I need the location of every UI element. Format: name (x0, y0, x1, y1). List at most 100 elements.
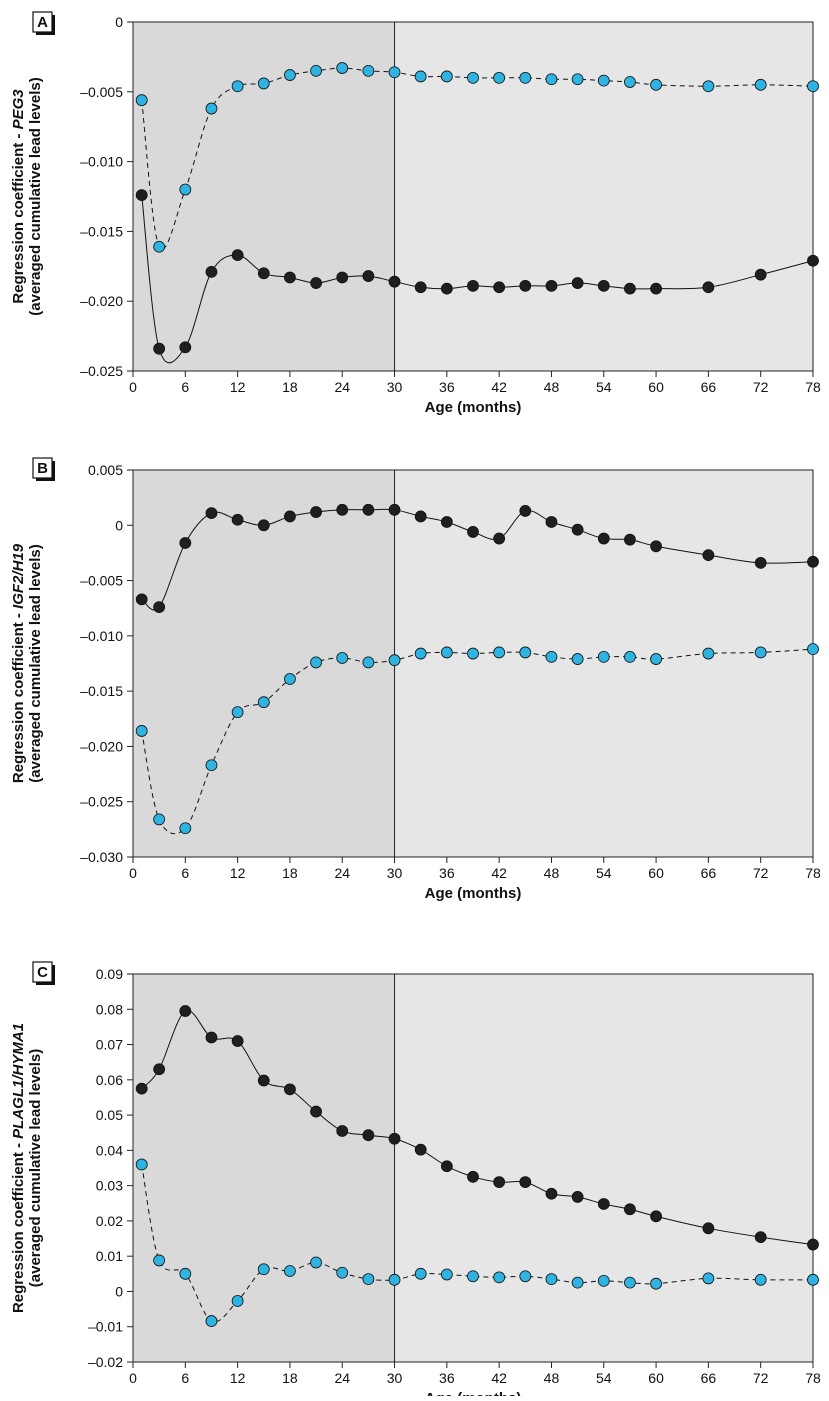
data-point-black (414, 1143, 427, 1156)
y-tick-label: –0.01 (88, 1319, 123, 1335)
y-tick-label: 0.08 (96, 1001, 123, 1017)
x-tick-label: 12 (230, 379, 246, 395)
data-point-black (467, 279, 479, 292)
x-axis-title: Age (months) (425, 885, 522, 902)
data-point-blue (205, 1315, 218, 1327)
data-point-black (362, 503, 375, 516)
data-point-black (754, 268, 767, 281)
data-point-blue (257, 1263, 270, 1276)
data-point-blue (153, 813, 166, 826)
data-point-blue (493, 646, 506, 659)
series-line-blue (141, 648, 814, 835)
panel-label-box (32, 457, 53, 479)
y-tick-label: –0.015 (80, 683, 123, 699)
data-point-blue (284, 673, 296, 685)
data-point-blue (179, 1267, 192, 1280)
data-point-black (519, 505, 532, 517)
x-tick-label: 66 (701, 1370, 717, 1386)
data-point-blue (231, 80, 244, 93)
shade-region-early (133, 974, 395, 1362)
data-point-blue (754, 1273, 767, 1286)
data-point-black (702, 1222, 715, 1235)
x-tick-label: 0 (129, 1370, 137, 1386)
data-point-black (545, 1187, 558, 1200)
data-point-blue (310, 1256, 322, 1269)
data-point-blue (467, 1270, 479, 1283)
shade-region-late (394, 22, 813, 371)
x-tick-label: 48 (544, 1370, 560, 1386)
data-point-blue (807, 643, 819, 656)
x-tick-label: 30 (387, 1370, 403, 1386)
data-point-black (153, 601, 166, 614)
data-point-black (362, 270, 375, 282)
y-tick-label: 0 (115, 517, 123, 533)
data-point-blue (519, 646, 532, 659)
data-point-blue (493, 71, 506, 84)
data-point-black (284, 271, 296, 284)
data-point-black (336, 503, 349, 516)
x-tick-label: 30 (387, 379, 403, 395)
data-point-blue (388, 654, 401, 667)
data-point-blue (362, 656, 375, 669)
x-tick-label: 78 (805, 379, 821, 395)
y-tick-label: –0.030 (80, 849, 123, 865)
y-axis-title-line1: Regression coefficient - PEG3 (10, 89, 27, 304)
plot-frame (132, 469, 814, 858)
data-point-black (754, 556, 767, 569)
data-point-black (493, 281, 506, 294)
y-tick-label: –0.015 (80, 223, 123, 239)
data-point-blue (571, 653, 584, 665)
data-point-blue (650, 78, 662, 91)
data-point-blue (284, 1265, 296, 1277)
y-axis-title-gene: PLAGL1/HYMA1 (10, 1023, 27, 1139)
data-point-blue (414, 647, 427, 660)
data-point-black (467, 526, 479, 538)
data-point-black (493, 532, 506, 545)
data-point-black (624, 282, 636, 295)
data-point-blue (205, 102, 218, 115)
data-point-blue (414, 1267, 427, 1280)
data-point-blue (571, 1276, 584, 1289)
data-point-blue (362, 1273, 375, 1286)
x-tick-label: 60 (648, 1370, 664, 1386)
data-point-black (310, 506, 322, 518)
data-point-blue (179, 822, 192, 835)
data-point-black (624, 1203, 636, 1216)
y-tick-label: 0.02 (96, 1213, 123, 1229)
data-point-black (545, 279, 558, 292)
data-point-blue (545, 1273, 558, 1286)
x-tick-label: 72 (753, 379, 769, 395)
data-point-black (205, 507, 218, 520)
data-point-black (571, 523, 584, 536)
data-point-black (519, 1176, 532, 1189)
data-point-blue (336, 652, 349, 664)
y-tick-label: –0.025 (80, 794, 123, 810)
data-point-blue (440, 1268, 453, 1281)
data-point-blue (336, 62, 349, 74)
data-point-blue (650, 1277, 662, 1290)
data-point-black (807, 555, 819, 568)
data-point-blue (135, 94, 148, 107)
data-point-black (624, 533, 636, 546)
data-point-black (650, 1210, 662, 1223)
data-point-blue (257, 696, 270, 709)
data-point-blue (597, 1274, 610, 1287)
x-tick-label: 42 (491, 379, 507, 395)
x-tick-label: 72 (753, 1370, 769, 1386)
y-axis-title-line2: (averaged cumulative lead levels) (27, 77, 44, 315)
panel-label: C (37, 964, 48, 981)
data-point-black (257, 1074, 270, 1087)
data-point-blue (388, 1273, 401, 1286)
y-axis-title-prefix: Regression coefficient - (10, 1139, 27, 1313)
data-point-blue (284, 69, 296, 81)
x-tick-label: 18 (282, 865, 298, 881)
y-tick-label: 0.06 (96, 1072, 123, 1088)
x-tick-label: 6 (181, 379, 189, 395)
data-point-blue (414, 70, 427, 83)
y-tick-label: 0.03 (96, 1178, 123, 1194)
data-point-blue (336, 1266, 349, 1279)
x-tick-label: 36 (439, 1370, 455, 1386)
shade-region-late (394, 470, 813, 857)
panel-label-box (32, 11, 53, 33)
